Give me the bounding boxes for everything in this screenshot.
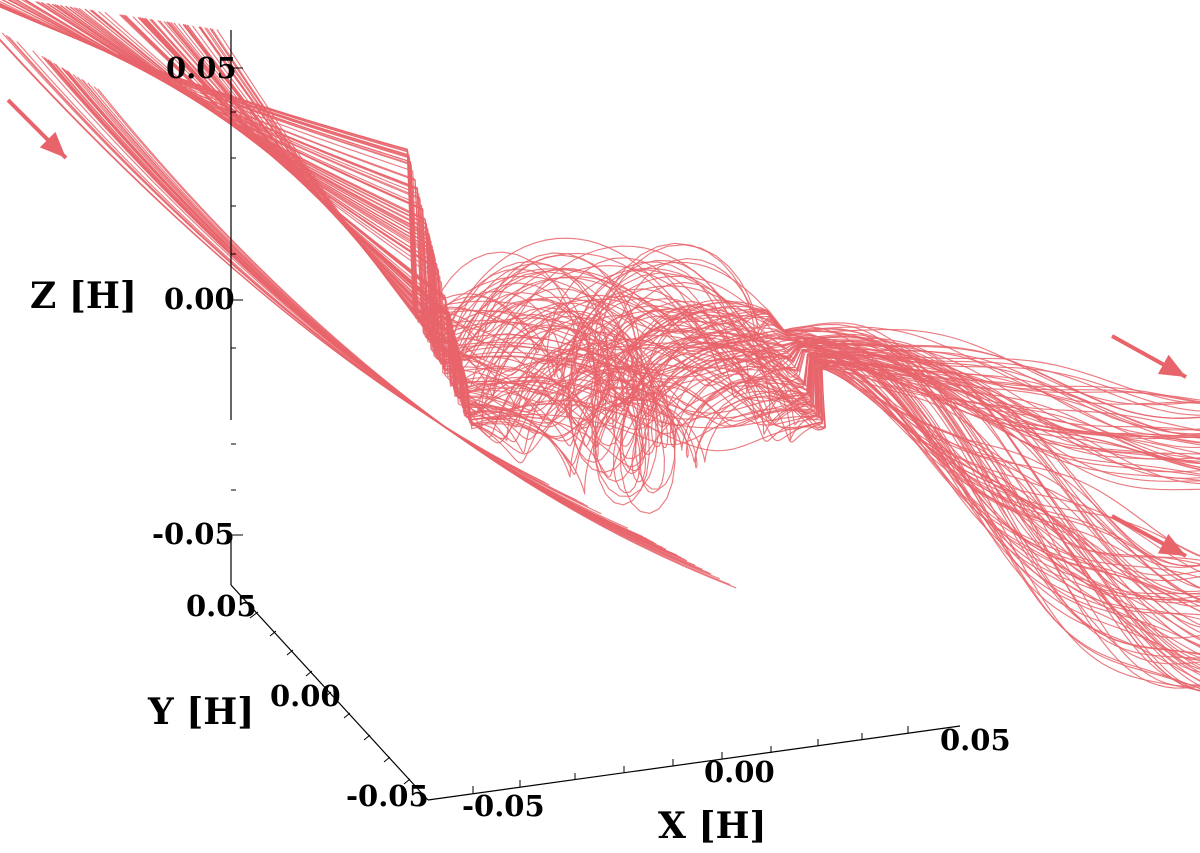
streamline xyxy=(141,17,1200,462)
z-tick-label-neg0.05: -0.05 xyxy=(152,517,235,551)
x-tick-label-0.00: 0.00 xyxy=(704,755,775,789)
x-tick-label-0.05: 0.05 xyxy=(940,723,1011,757)
streamline xyxy=(1,0,1200,412)
streamline xyxy=(0,4,1200,401)
streamline xyxy=(47,59,654,543)
streamline xyxy=(182,23,1200,475)
inflow-arrow-head xyxy=(39,131,66,158)
streamline xyxy=(35,1,1200,600)
streamline xyxy=(55,63,667,550)
streamline xyxy=(159,20,1200,473)
outflow-arrow-lower-head xyxy=(1157,533,1186,556)
streamline xyxy=(178,23,1200,479)
streamline xyxy=(66,70,685,561)
y-axis: 0.05 0.00 -0.05 Y [H] xyxy=(147,584,429,813)
flow-arrows xyxy=(6,98,1187,558)
streamline xyxy=(139,17,1200,661)
streamline xyxy=(97,88,737,589)
x-tick-label-neg0.05: -0.05 xyxy=(462,789,545,823)
z-tick-label-0.05: 0.05 xyxy=(166,51,237,85)
streamline xyxy=(81,78,710,574)
streamline xyxy=(47,3,1200,601)
streamline xyxy=(0,39,545,484)
streamline xyxy=(7,0,1200,416)
y-tick-label-0.00: 0.00 xyxy=(270,679,341,713)
y-axis-label: Y [H] xyxy=(147,691,254,733)
x-axis-label: X [H] xyxy=(658,805,767,847)
streamline xyxy=(51,3,1200,435)
streamline xyxy=(216,29,1200,491)
streamline xyxy=(47,59,654,543)
streamline xyxy=(186,24,1200,477)
streamline xyxy=(5,34,584,505)
streamline xyxy=(32,50,629,529)
streamline xyxy=(0,3,1200,407)
z-axis-label: Z [H] xyxy=(30,275,137,317)
y-tick-label-neg0.05: -0.05 xyxy=(346,779,429,813)
streamline xyxy=(145,18,1200,659)
streamline xyxy=(60,4,1200,607)
streamline xyxy=(163,21,1200,490)
streamline xyxy=(192,25,1200,482)
streamline xyxy=(182,23,1200,687)
streamline xyxy=(0,2,1200,565)
streamline xyxy=(16,41,602,515)
streamline xyxy=(186,24,1200,689)
y-tick-label-0.05: 0.05 xyxy=(186,589,257,623)
streamline xyxy=(121,14,1200,641)
streamline xyxy=(167,21,1200,479)
z-tick-label-0.00: 0.00 xyxy=(164,282,235,316)
outflow-arrow-upper-head xyxy=(1157,354,1186,377)
streamline xyxy=(73,7,1200,439)
x-axis: -0.05 0.00 0.05 X [H] xyxy=(427,723,1011,847)
z-axis: 0.05 0.00 -0.05 Z [H] xyxy=(30,30,243,585)
streamlines-group xyxy=(0,0,1200,692)
